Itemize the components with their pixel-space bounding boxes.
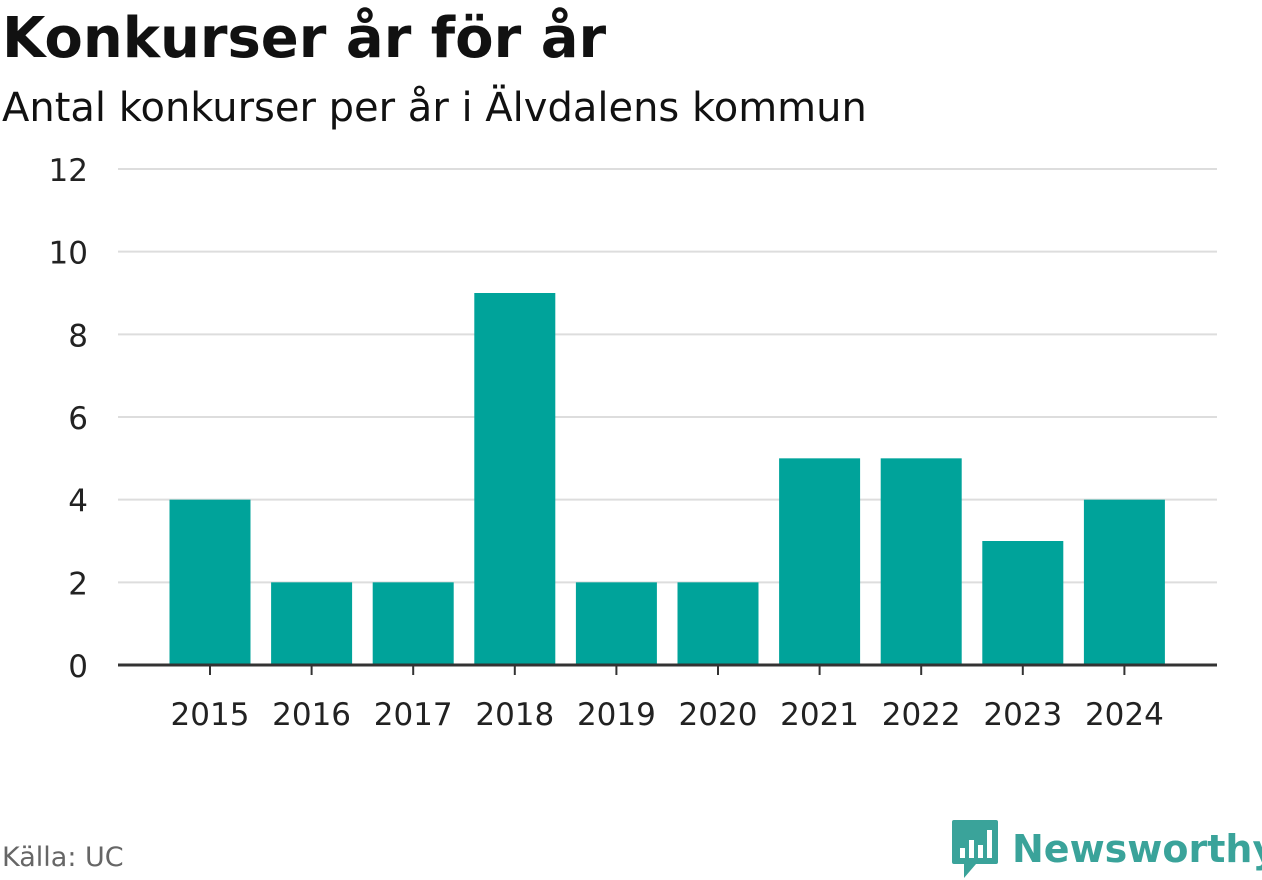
bar-2024: [1083, 499, 1165, 665]
x-tick-label: 2021: [780, 697, 859, 733]
y-tick-label: 0: [68, 649, 88, 685]
y-tick-label: 4: [68, 484, 88, 520]
grid-lines: [118, 168, 1217, 584]
brand-name: Newsworthy: [1012, 827, 1262, 871]
bar-2016: [271, 582, 353, 665]
source-note: Källa: UC: [2, 842, 124, 873]
bars: [169, 293, 1165, 665]
y-tick-label: 12: [49, 153, 88, 189]
chart-title: Konkurser år för år: [2, 6, 607, 71]
bar-2015: [169, 499, 251, 665]
y-tick-label: 6: [68, 401, 88, 437]
bar-2018: [474, 293, 556, 665]
bar-2017: [372, 582, 454, 665]
x-tick-label: 2017: [374, 697, 453, 733]
x-tick-label: 2022: [882, 697, 961, 733]
x-tick-label: 2015: [171, 697, 250, 733]
bar-2020: [677, 582, 759, 665]
y-tick-label: 10: [49, 236, 88, 272]
bar-2022: [880, 458, 962, 665]
bar-chart-chat-bubble-icon: [952, 820, 998, 878]
x-tick-label: 2019: [577, 697, 656, 733]
y-tick-label: 8: [68, 318, 88, 354]
x-tick-label: 2016: [272, 697, 351, 733]
x-tick-label: 2023: [983, 697, 1062, 733]
bar-2023: [982, 541, 1064, 665]
x-axis-tick-labels: 2015 2016 2017 2018 2019 2020 2021 2022 2023 2024: [171, 697, 1164, 733]
x-tick-label: 2020: [679, 697, 758, 733]
brand-logo: Newsworthy: [950, 818, 1262, 880]
x-axis: [118, 663, 1217, 675]
y-axis-tick-labels: 0 2 4 6 8 10 12: [49, 153, 88, 685]
bar-2021: [779, 458, 861, 665]
chart-subtitle: Antal konkurser per år i Älvdalens kommu…: [2, 85, 867, 131]
x-tick-label: 2018: [475, 697, 554, 733]
bar-2019: [575, 582, 657, 665]
y-tick-label: 2: [68, 566, 88, 602]
x-tick-label: 2024: [1085, 697, 1164, 733]
